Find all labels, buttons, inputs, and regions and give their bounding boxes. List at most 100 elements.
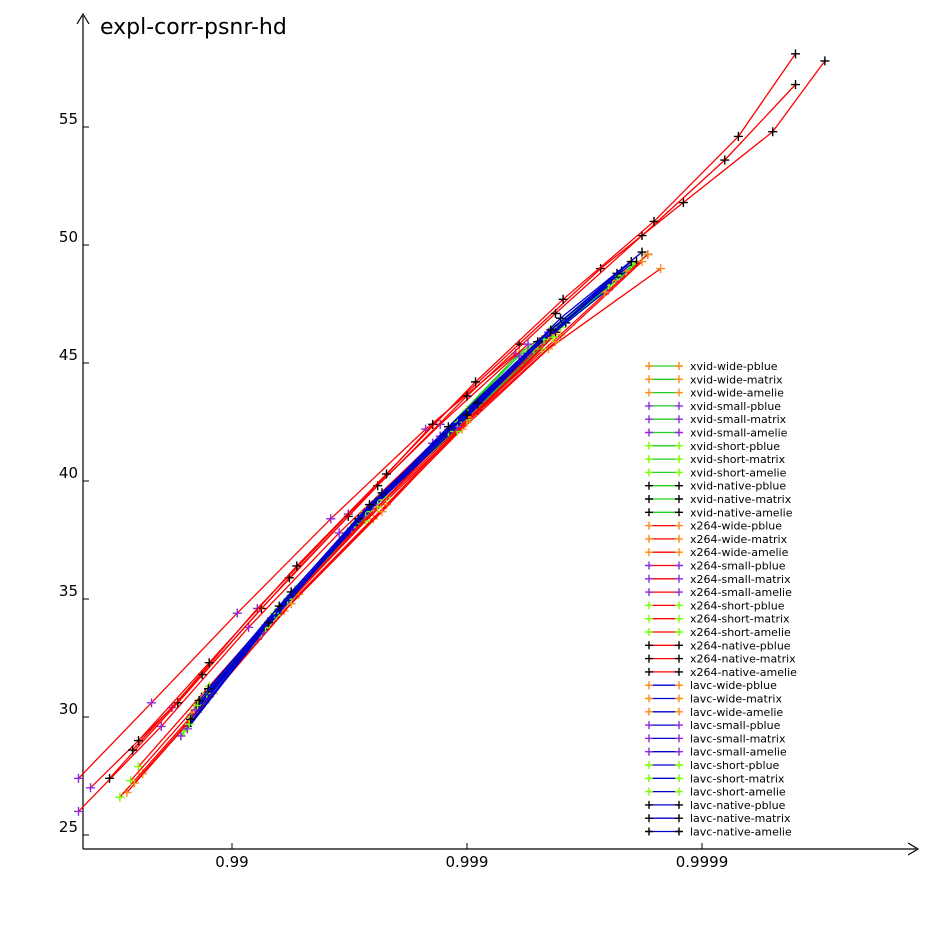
- series-point: [126, 776, 136, 786]
- series-point: [637, 257, 647, 267]
- series-point: [193, 700, 203, 710]
- legend-swatch-marker: [645, 415, 653, 424]
- legend-item: x264-wide-amelie: [645, 546, 789, 559]
- series-point: [558, 294, 568, 304]
- series-line: [134, 261, 643, 784]
- legend-swatch-marker: [675, 827, 683, 836]
- series-x264-wide-pblue: [122, 264, 666, 798]
- y-tick-label: 30: [59, 700, 78, 718]
- series-point: [184, 719, 194, 729]
- series-point: [156, 721, 166, 731]
- legend-item: x264-native-amelie: [645, 666, 797, 679]
- legend-swatch-marker: [675, 481, 683, 490]
- legend-label: lavc-short-matrix: [690, 772, 785, 785]
- x-axis-arrow-icon: [907, 842, 920, 856]
- legend-swatch-marker: [675, 508, 683, 517]
- series-point: [626, 257, 636, 267]
- series-point: [377, 507, 387, 517]
- legend-label: lavc-wide-amelie: [690, 706, 783, 719]
- series-point: [182, 724, 192, 734]
- legend-swatch-marker: [675, 388, 683, 397]
- series-point: [364, 500, 374, 510]
- series-point: [720, 155, 730, 165]
- legend-item: lavc-wide-amelie: [645, 706, 783, 719]
- legend-swatch-marker: [645, 814, 653, 823]
- y-axis-arrow-icon: [76, 12, 90, 25]
- legend-label: xvid-wide-matrix: [690, 373, 783, 386]
- legend-swatch-marker: [675, 614, 683, 623]
- series-point: [186, 714, 196, 724]
- legend-item: xvid-wide-amelie: [645, 387, 784, 400]
- legend-item: xvid-native-matrix: [645, 493, 792, 506]
- legend-swatch-marker: [645, 468, 653, 477]
- legend-swatch-marker: [645, 508, 653, 517]
- series-point: [637, 231, 647, 241]
- series-line: [126, 268, 661, 793]
- legend-swatch-marker: [645, 641, 653, 650]
- legend-item: xvid-small-matrix: [645, 413, 787, 426]
- series-point: [443, 422, 453, 432]
- legend-item: lavc-short-pblue: [645, 759, 780, 772]
- series-point: [173, 698, 183, 708]
- legend-item: xvid-short-pblue: [645, 440, 780, 453]
- legend-item: x264-short-matrix: [645, 613, 790, 626]
- series-point: [133, 762, 143, 772]
- legend-swatch-marker: [645, 667, 653, 676]
- legend-swatch-marker: [645, 362, 653, 370]
- legend-swatch-marker: [645, 534, 653, 543]
- legend-item: x264-small-amelie: [645, 586, 792, 599]
- legend-swatch-marker: [675, 628, 683, 636]
- series-xvid-small-pblue: [176, 285, 613, 741]
- legend-item: lavc-small-pblue: [645, 719, 781, 732]
- legend-label: x264-short-matrix: [690, 613, 790, 626]
- legend-swatch-marker: [675, 641, 683, 650]
- legend-swatch-marker: [645, 721, 653, 730]
- legend-swatch-marker: [675, 561, 683, 570]
- legend-item: x264-wide-matrix: [645, 533, 788, 546]
- y-tick-label: 55: [59, 110, 78, 128]
- x-tick-label: 0.999: [446, 853, 489, 871]
- legend-item: x264-small-matrix: [645, 573, 791, 586]
- series-point: [462, 410, 472, 420]
- legend-swatch-marker: [645, 455, 653, 464]
- legend-swatch-marker: [645, 521, 653, 530]
- legend-label: xvid-short-pblue: [690, 440, 780, 453]
- legend-label: x264-small-pblue: [690, 560, 786, 573]
- series-point: [133, 736, 143, 746]
- legend-item: xvid-native-pblue: [645, 480, 786, 493]
- legend-item: lavc-short-matrix: [645, 772, 785, 785]
- legend-swatch-marker: [675, 681, 683, 690]
- legend-item: lavc-short-amelie: [645, 786, 786, 799]
- legend-swatch-marker: [675, 694, 683, 703]
- series-point: [678, 198, 688, 208]
- legend-label: lavc-short-amelie: [690, 786, 786, 799]
- series-point: [791, 49, 801, 59]
- series-point: [768, 127, 778, 137]
- legend-swatch-marker: [675, 814, 683, 823]
- legend-swatch-marker: [675, 787, 683, 796]
- legend-label: x264-short-pblue: [690, 599, 785, 612]
- legend-swatch-marker: [645, 747, 653, 756]
- legend-label: x264-short-amelie: [690, 626, 791, 639]
- series-point: [334, 528, 344, 538]
- legend-swatch-marker: [645, 774, 653, 783]
- series-line: [204, 253, 649, 694]
- series-point: [471, 377, 481, 387]
- legend-item: xvid-native-amelie: [645, 506, 793, 519]
- legend-item: xvid-small-pblue: [645, 400, 781, 413]
- legend-label: x264-native-matrix: [690, 653, 796, 666]
- y-tick-label: 25: [59, 818, 78, 836]
- legend-item: lavc-native-matrix: [645, 812, 791, 825]
- series-point: [733, 131, 743, 141]
- series-point: [820, 56, 830, 66]
- legend-swatch-marker: [645, 694, 653, 703]
- legend-swatch-marker: [645, 761, 653, 769]
- legend-label: x264-wide-pblue: [690, 520, 782, 533]
- legend-swatch-marker: [675, 441, 683, 450]
- legend-swatch-marker: [675, 721, 683, 730]
- legend-swatch-marker: [645, 654, 653, 663]
- series-point: [274, 601, 284, 611]
- legend: xvid-wide-pbluexvid-wide-matrixxvid-wide…: [645, 360, 797, 839]
- series-point: [147, 698, 157, 708]
